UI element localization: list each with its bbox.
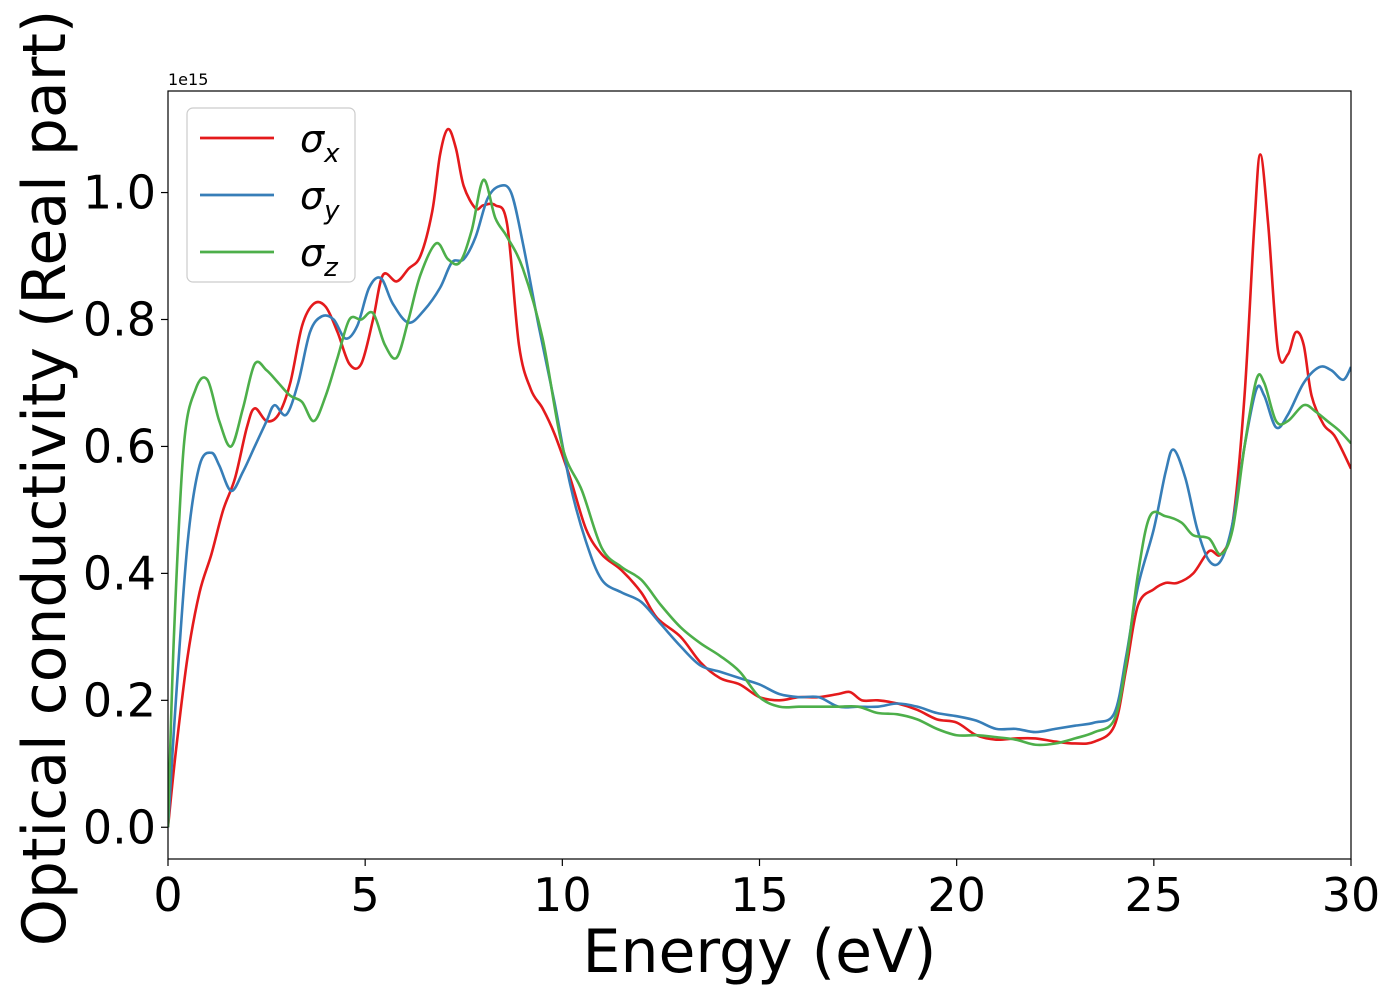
x-tick-label: 15 — [730, 868, 789, 922]
x-tick-label: 5 — [351, 868, 380, 922]
y-tick-label: 0.2 — [83, 673, 156, 727]
y-offset-text: 1e15 — [168, 70, 208, 89]
x-tick-label: 10 — [533, 868, 592, 922]
series-line-y — [168, 183, 1351, 828]
y-tick-label: 0.6 — [83, 419, 156, 473]
x-tick-label: 30 — [1322, 868, 1381, 922]
y-axis: 0.0 0.2 0.4 0.6 0.8 1.0 — [83, 166, 168, 854]
y-axis-label: Optical conductivity (Real part) — [10, 10, 80, 947]
x-tick-label: 0 — [153, 868, 182, 922]
y-tick-label: 0.0 — [83, 800, 156, 854]
x-tick-label: 20 — [927, 868, 986, 922]
y-tick-label: 1.0 — [83, 166, 156, 220]
series-layer — [168, 127, 1351, 828]
x-axis-label: Energy (eV) — [583, 917, 937, 987]
y-tick-label: 0.4 — [83, 546, 156, 600]
y-tick-label: 0.8 — [83, 292, 156, 346]
x-axis: 0 5 10 15 20 25 30 — [153, 859, 1380, 922]
x-tick-label: 25 — [1125, 868, 1184, 922]
series-line-z — [168, 178, 1351, 828]
